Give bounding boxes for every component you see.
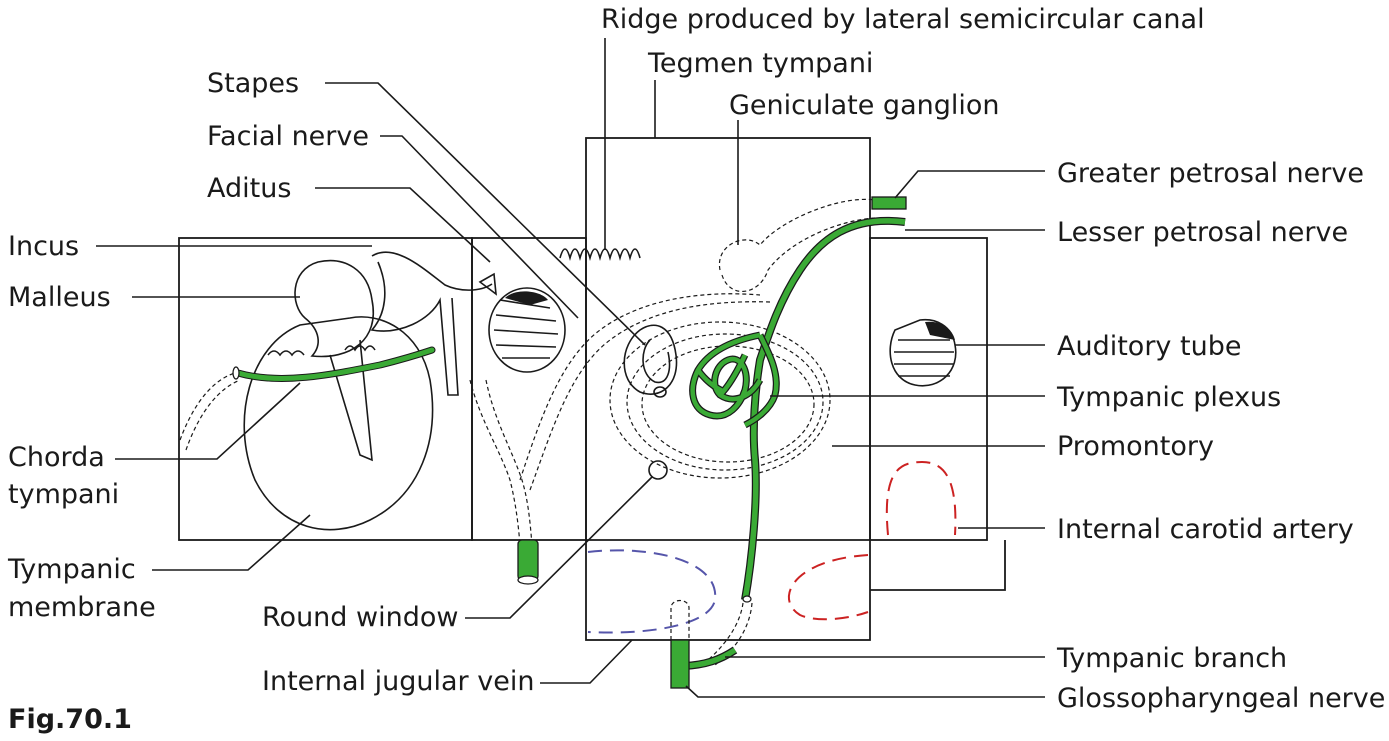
glossopharyngeal-nerve: [670, 639, 690, 689]
label-tympanic-plexus: Tympanic plexus: [1056, 382, 1281, 413]
incus: [344, 251, 497, 396]
incus-tip: [478, 272, 497, 296]
incus-ligament: [344, 345, 376, 352]
facial-nerve-stump-cut: [517, 575, 539, 585]
label-greater-petrosal: Greater petrosal nerve: [1057, 158, 1364, 189]
label-glossopharyngeal: Glossopharyngeal nerve: [1057, 683, 1385, 714]
stapes: [623, 324, 678, 398]
incus-long-process: [370, 261, 459, 396]
leader-membrane: [152, 514, 311, 571]
anterior-wall-box: [869, 237, 988, 541]
lateral-dashed-contour-2: [185, 379, 241, 451]
stapes-crus: [642, 339, 671, 384]
auditory-tube-hatching: [894, 339, 954, 377]
chorda-tympani: [235, 347, 435, 381]
label-malleus: Malleus: [8, 282, 111, 313]
malleus-handle: [329, 339, 373, 462]
facial-canal-dashed-1: [469, 379, 521, 546]
label-aditus: Aditus: [207, 173, 291, 204]
label-lesser-petrosal: Lesser petrosal nerve: [1057, 217, 1348, 248]
label-facial: Facial nerve: [207, 121, 369, 152]
leader-greater-petrosal: [894, 170, 1045, 199]
label-chorda-1: Chorda: [8, 442, 105, 473]
posterior-wall-box: [471, 237, 587, 541]
labels: Ridge produced by lateral semicircular c…: [7, 4, 1385, 735]
promontory-ring-3: [641, 345, 815, 463]
label-membrane-2: membrane: [8, 592, 156, 623]
aditus-antrum: [488, 287, 566, 373]
stapes-head: [653, 386, 667, 398]
label-jugular: Internal jugular vein: [262, 666, 534, 697]
facial-canal-dashed-3: [519, 293, 761, 481]
malleus-head: [294, 259, 375, 358]
carotid-artery-upper: [885, 460, 957, 536]
leader-lines: [96, 38, 1045, 698]
chorda-tympani-cut: [232, 366, 240, 380]
leader-aditus: [315, 187, 491, 263]
leader-chorda: [115, 382, 301, 460]
plexus-fill: [690, 332, 779, 428]
label-auditory-tube: Auditory tube: [1057, 331, 1241, 362]
incus-short-process: [371, 251, 493, 291]
label-carotid: Internal carotid artery: [1057, 514, 1354, 545]
tympanic-plexus: [689, 331, 780, 429]
label-incus: Incus: [8, 231, 79, 262]
malleus-ligament: [267, 350, 305, 357]
leader-stapes: [325, 82, 646, 346]
carotid-bracket: [870, 540, 1006, 591]
promontory-ring-2: [626, 333, 824, 471]
leader-round-window: [465, 476, 653, 619]
antrum-circle: [488, 287, 566, 373]
wall-boxes: [178, 137, 1006, 641]
antrum-shadow: [505, 291, 548, 305]
auditory-tube: [889, 318, 957, 387]
lateral-dashed-contour: [179, 371, 239, 441]
lateral-wall-box: [178, 237, 473, 541]
greater-petrosal-stub: [871, 196, 907, 210]
promontory-ring-1: [609, 321, 831, 479]
label-stapes: Stapes: [207, 68, 299, 99]
glossopharyngeal-dashed: [670, 599, 690, 640]
geniculate-ganglion-dashed: [718, 198, 876, 292]
round-window: [648, 460, 668, 480]
label-membrane-1: Tympanic: [7, 554, 136, 585]
label-chorda-2: tympani: [8, 479, 119, 510]
jugular-vein: [587, 549, 717, 634]
label-tympanic-branch: Tympanic branch: [1056, 643, 1287, 674]
tympanic-membrane: [243, 316, 434, 531]
tympanic-membrane-outline: [243, 316, 434, 531]
facial-canal-dashed-2: [485, 379, 533, 546]
leader-facial: [380, 135, 579, 319]
label-promontory: Promontory: [1057, 431, 1214, 462]
label-round-window: Round window: [262, 602, 458, 633]
tympanic-branch-dashed-2: [714, 602, 753, 666]
malleus: [267, 259, 375, 462]
leader-glossopharyngeal: [685, 685, 1045, 698]
label-geniculate: Geniculate ganglion: [729, 90, 1000, 121]
facial-canal-dashed-4: [529, 301, 771, 491]
tympanic-nerve: [742, 218, 906, 601]
antrum-hatching: [493, 299, 559, 359]
facial-nerve-stump: [517, 539, 539, 581]
figure-label: Fig.70.1: [8, 704, 132, 735]
leader-jugular: [540, 639, 633, 684]
label-ridge: Ridge produced by lateral semicircular c…: [601, 4, 1205, 35]
label-tegmen: Tegmen tympani: [647, 48, 873, 79]
semicircular-ridge: [559, 248, 641, 261]
auditory-tube-shadow: [925, 321, 955, 340]
carotid-artery-lower: [787, 554, 869, 621]
tympanic-nerve-foramen: [742, 595, 752, 603]
